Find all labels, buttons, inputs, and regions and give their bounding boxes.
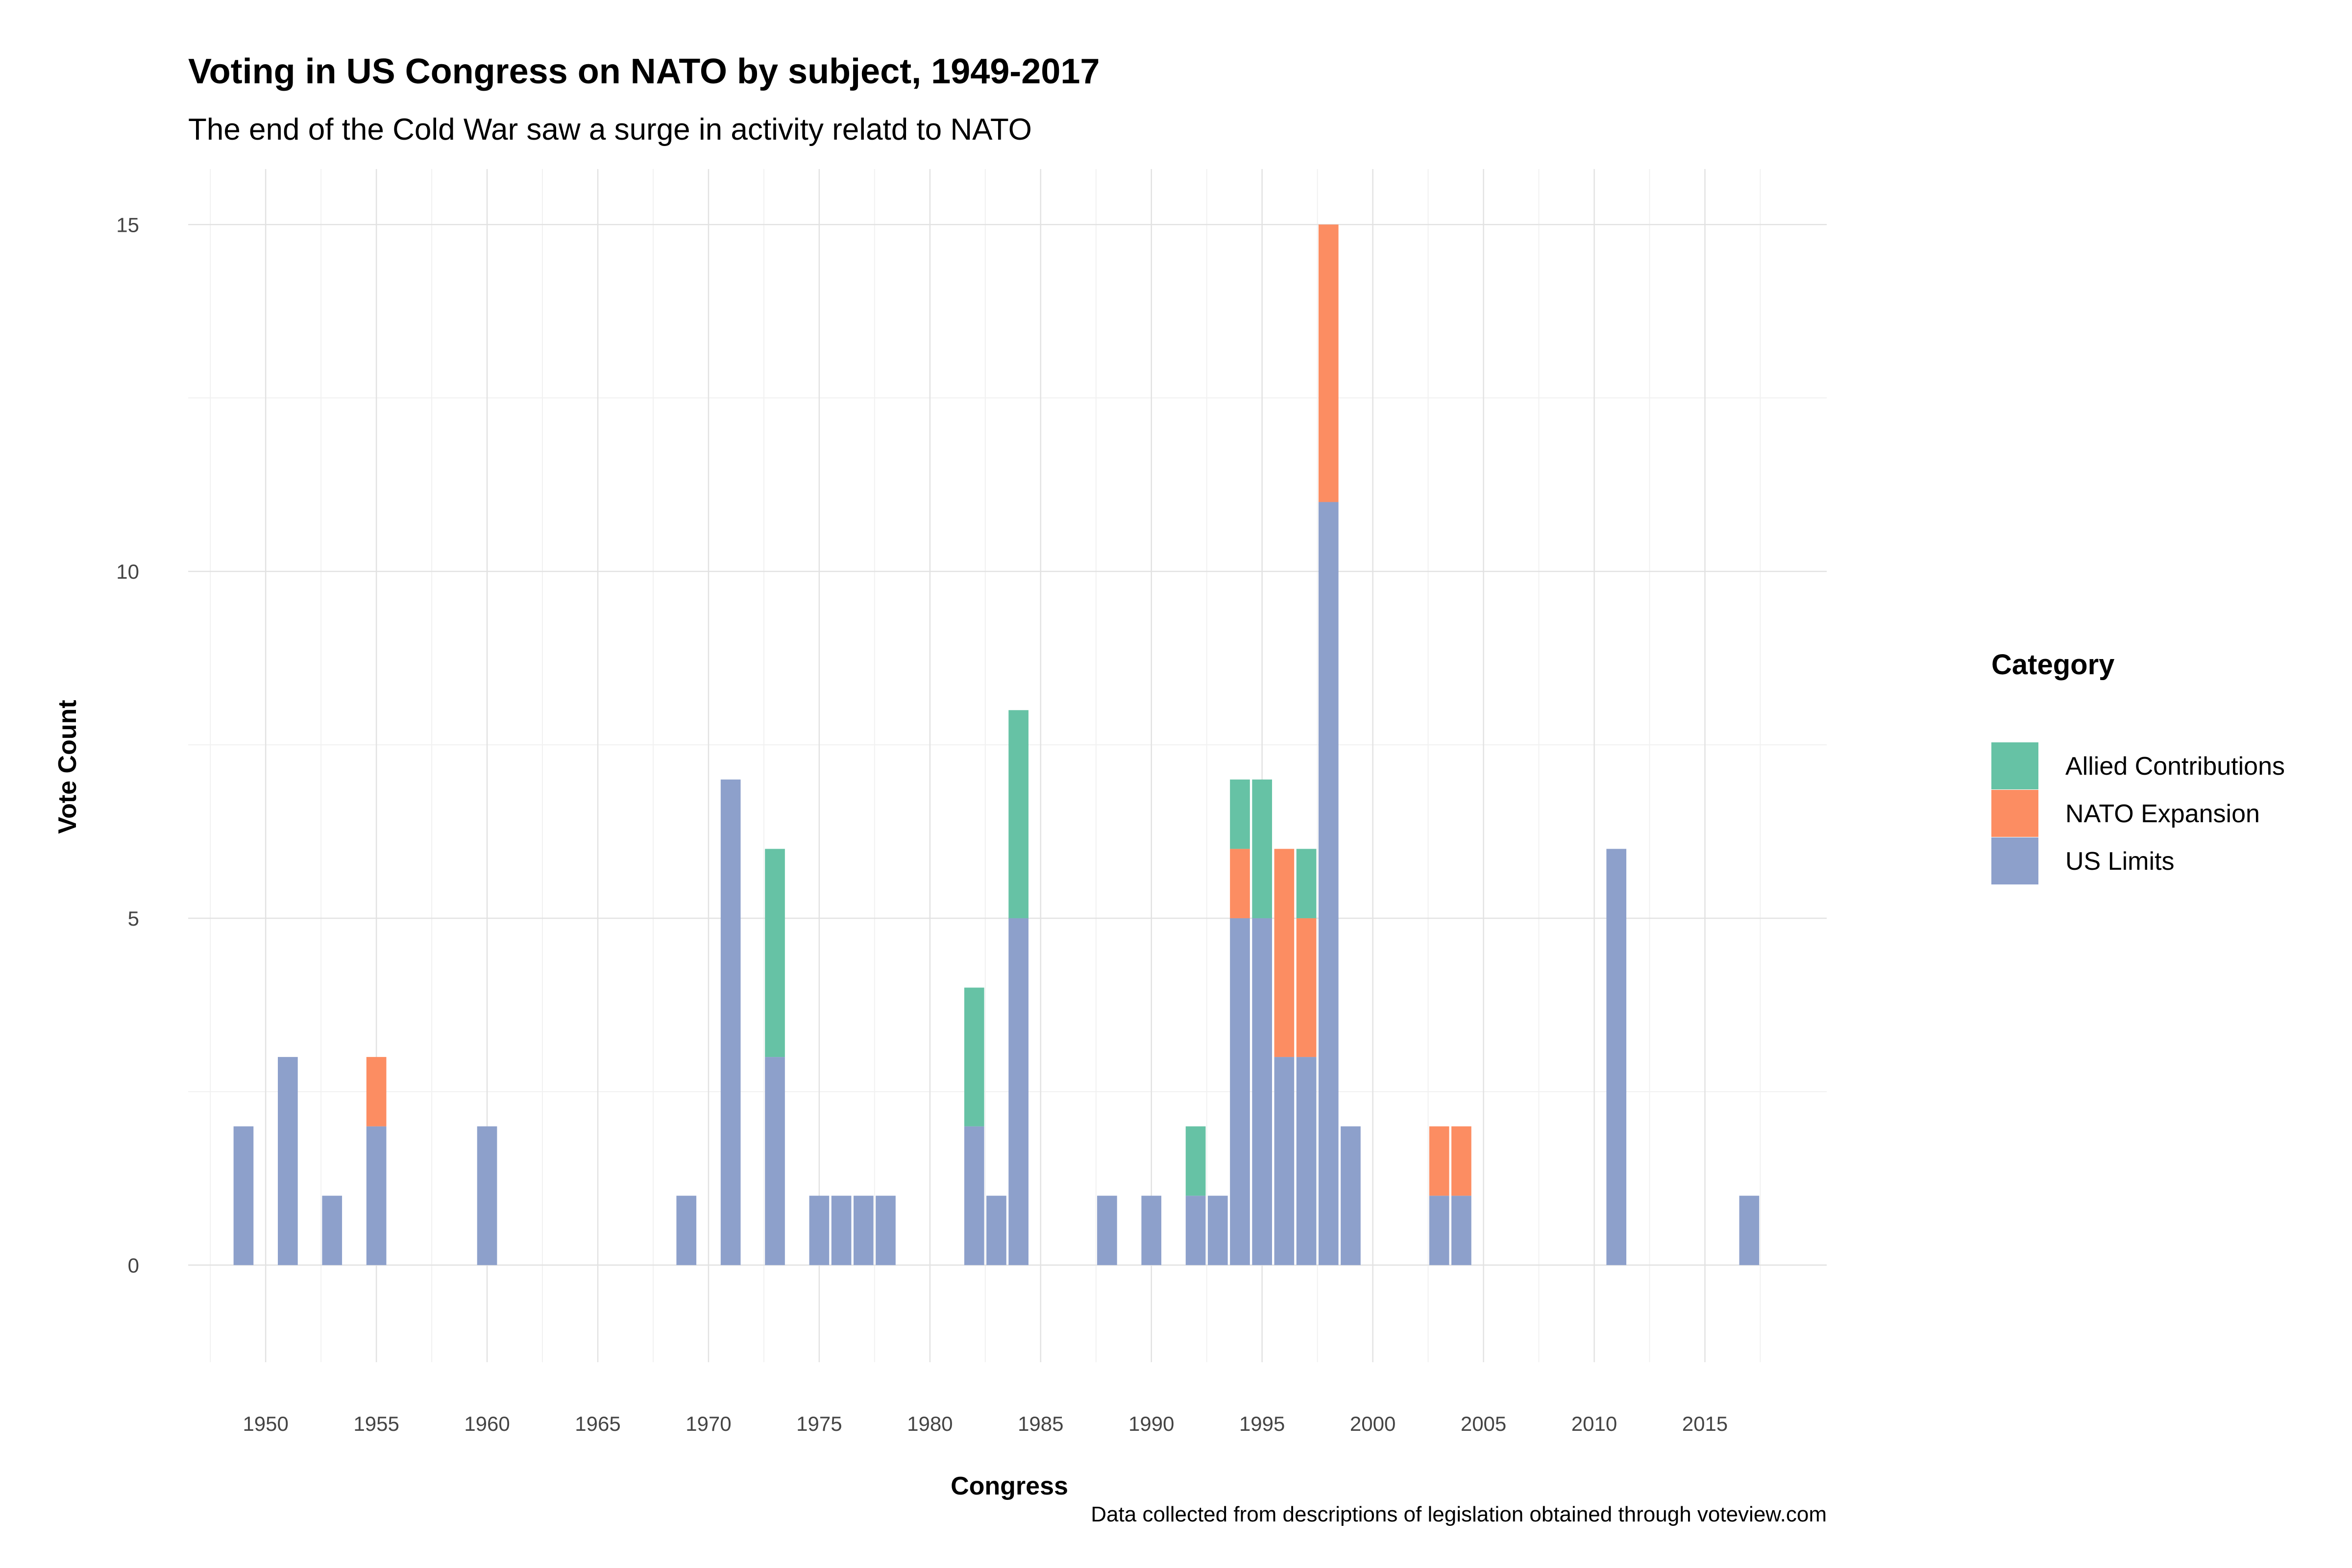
bar-us-limits xyxy=(1451,1196,1471,1265)
legend-title: Category xyxy=(1991,649,2114,681)
chart-subtitle: The end of the Cold War saw a surge in a… xyxy=(188,113,1032,147)
bar-allied-contributions xyxy=(1185,1126,1206,1196)
bar-us-limits xyxy=(876,1196,896,1265)
x-tick-label: 1990 xyxy=(1128,1412,1174,1435)
y-axis-title: Vote Count xyxy=(53,700,82,833)
bar-nato-expansion xyxy=(1429,1126,1449,1196)
bar-nato-expansion xyxy=(1274,849,1295,1057)
y-tick-label: 5 xyxy=(128,907,139,930)
bar-allied-contributions xyxy=(1008,710,1029,918)
x-tick-label: 2000 xyxy=(1350,1412,1396,1435)
bar-nato-expansion xyxy=(1296,918,1317,1057)
x-tick-label: 2015 xyxy=(1682,1412,1728,1435)
bar-us-limits xyxy=(1008,918,1029,1265)
bar-nato-expansion xyxy=(1318,224,1339,502)
bar-allied-contributions xyxy=(1252,779,1273,918)
x-tick-label: 1995 xyxy=(1239,1412,1285,1435)
x-tick-label: 1965 xyxy=(575,1412,620,1435)
bar-us-limits xyxy=(477,1126,497,1265)
x-tick-label: 1970 xyxy=(686,1412,731,1435)
minor-gridlines xyxy=(188,169,1827,1362)
bar-us-limits xyxy=(853,1196,874,1265)
bar-us-limits xyxy=(809,1196,830,1265)
bar-allied-contributions xyxy=(765,849,785,1057)
bar-us-limits xyxy=(831,1196,852,1265)
bar-us-limits xyxy=(676,1196,697,1265)
x-tick-label: 1975 xyxy=(796,1412,842,1435)
bars xyxy=(233,224,1760,1265)
bar-us-limits xyxy=(322,1196,343,1265)
bar-us-limits xyxy=(765,1057,785,1265)
chart-title: Voting in US Congress on NATO by subject… xyxy=(188,52,1100,91)
legend-label: NATO Expansion xyxy=(2065,800,2260,828)
major-gridlines xyxy=(188,169,1827,1362)
bar-us-limits xyxy=(964,1126,984,1265)
bar-us-limits xyxy=(1185,1196,1206,1265)
bar-us-limits xyxy=(1207,1196,1228,1265)
legend-swatch xyxy=(1991,742,2038,789)
x-axis-title: Congress xyxy=(951,1472,1068,1500)
y-tick-label: 10 xyxy=(116,560,139,583)
x-tick-label: 1980 xyxy=(907,1412,953,1435)
bar-us-limits xyxy=(1341,1126,1361,1265)
chart-caption: Data collected from descriptions of legi… xyxy=(1091,1502,1827,1526)
x-tick-label: 1950 xyxy=(243,1412,288,1435)
bar-us-limits xyxy=(1252,918,1273,1265)
bar-allied-contributions xyxy=(1230,779,1250,849)
bar-us-limits xyxy=(366,1126,387,1265)
x-tick-label: 1985 xyxy=(1018,1412,1063,1435)
y-tick-label: 0 xyxy=(128,1254,139,1277)
bar-us-limits xyxy=(1429,1196,1449,1265)
bar-us-limits xyxy=(986,1196,1006,1265)
bar-us-limits xyxy=(1230,918,1250,1265)
bar-us-limits xyxy=(1274,1057,1295,1265)
bar-nato-expansion xyxy=(1230,849,1250,918)
bar-us-limits xyxy=(1097,1196,1117,1265)
bar-allied-contributions xyxy=(1296,849,1317,918)
x-tick-label: 1960 xyxy=(464,1412,510,1435)
x-tick-label: 2005 xyxy=(1461,1412,1506,1435)
bar-us-limits xyxy=(1296,1057,1317,1265)
legend: Category Allied Contributions NATO Expans… xyxy=(1991,649,2285,884)
bar-us-limits xyxy=(1739,1196,1760,1265)
legend-label: US Limits xyxy=(2065,847,2174,876)
legend-swatch xyxy=(1991,837,2038,884)
x-tick-label: 2010 xyxy=(1571,1412,1617,1435)
bar-us-limits xyxy=(720,779,741,1265)
x-tick-labels: 1950 1955 1960 1965 1970 1975 1980 1985 1990 1995… xyxy=(243,1412,1728,1435)
x-tick-label: 1955 xyxy=(353,1412,399,1435)
bar-nato-expansion xyxy=(366,1057,387,1127)
y-tick-label: 15 xyxy=(116,213,139,236)
bar-allied-contributions xyxy=(964,987,984,1127)
bar-us-limits xyxy=(1606,849,1627,1265)
legend-label: Allied Contributions xyxy=(2065,752,2285,781)
legend-swatch xyxy=(1991,790,2038,837)
y-tick-labels: 0 5 10 15 xyxy=(116,213,139,1277)
bar-us-limits xyxy=(1141,1196,1162,1265)
bar-us-limits xyxy=(233,1126,254,1265)
bar-nato-expansion xyxy=(1451,1126,1471,1196)
bar-us-limits xyxy=(1318,502,1339,1265)
bar-us-limits xyxy=(278,1057,298,1265)
legend-items: Allied Contributions NATO Expansion US Lim… xyxy=(1991,742,2285,884)
